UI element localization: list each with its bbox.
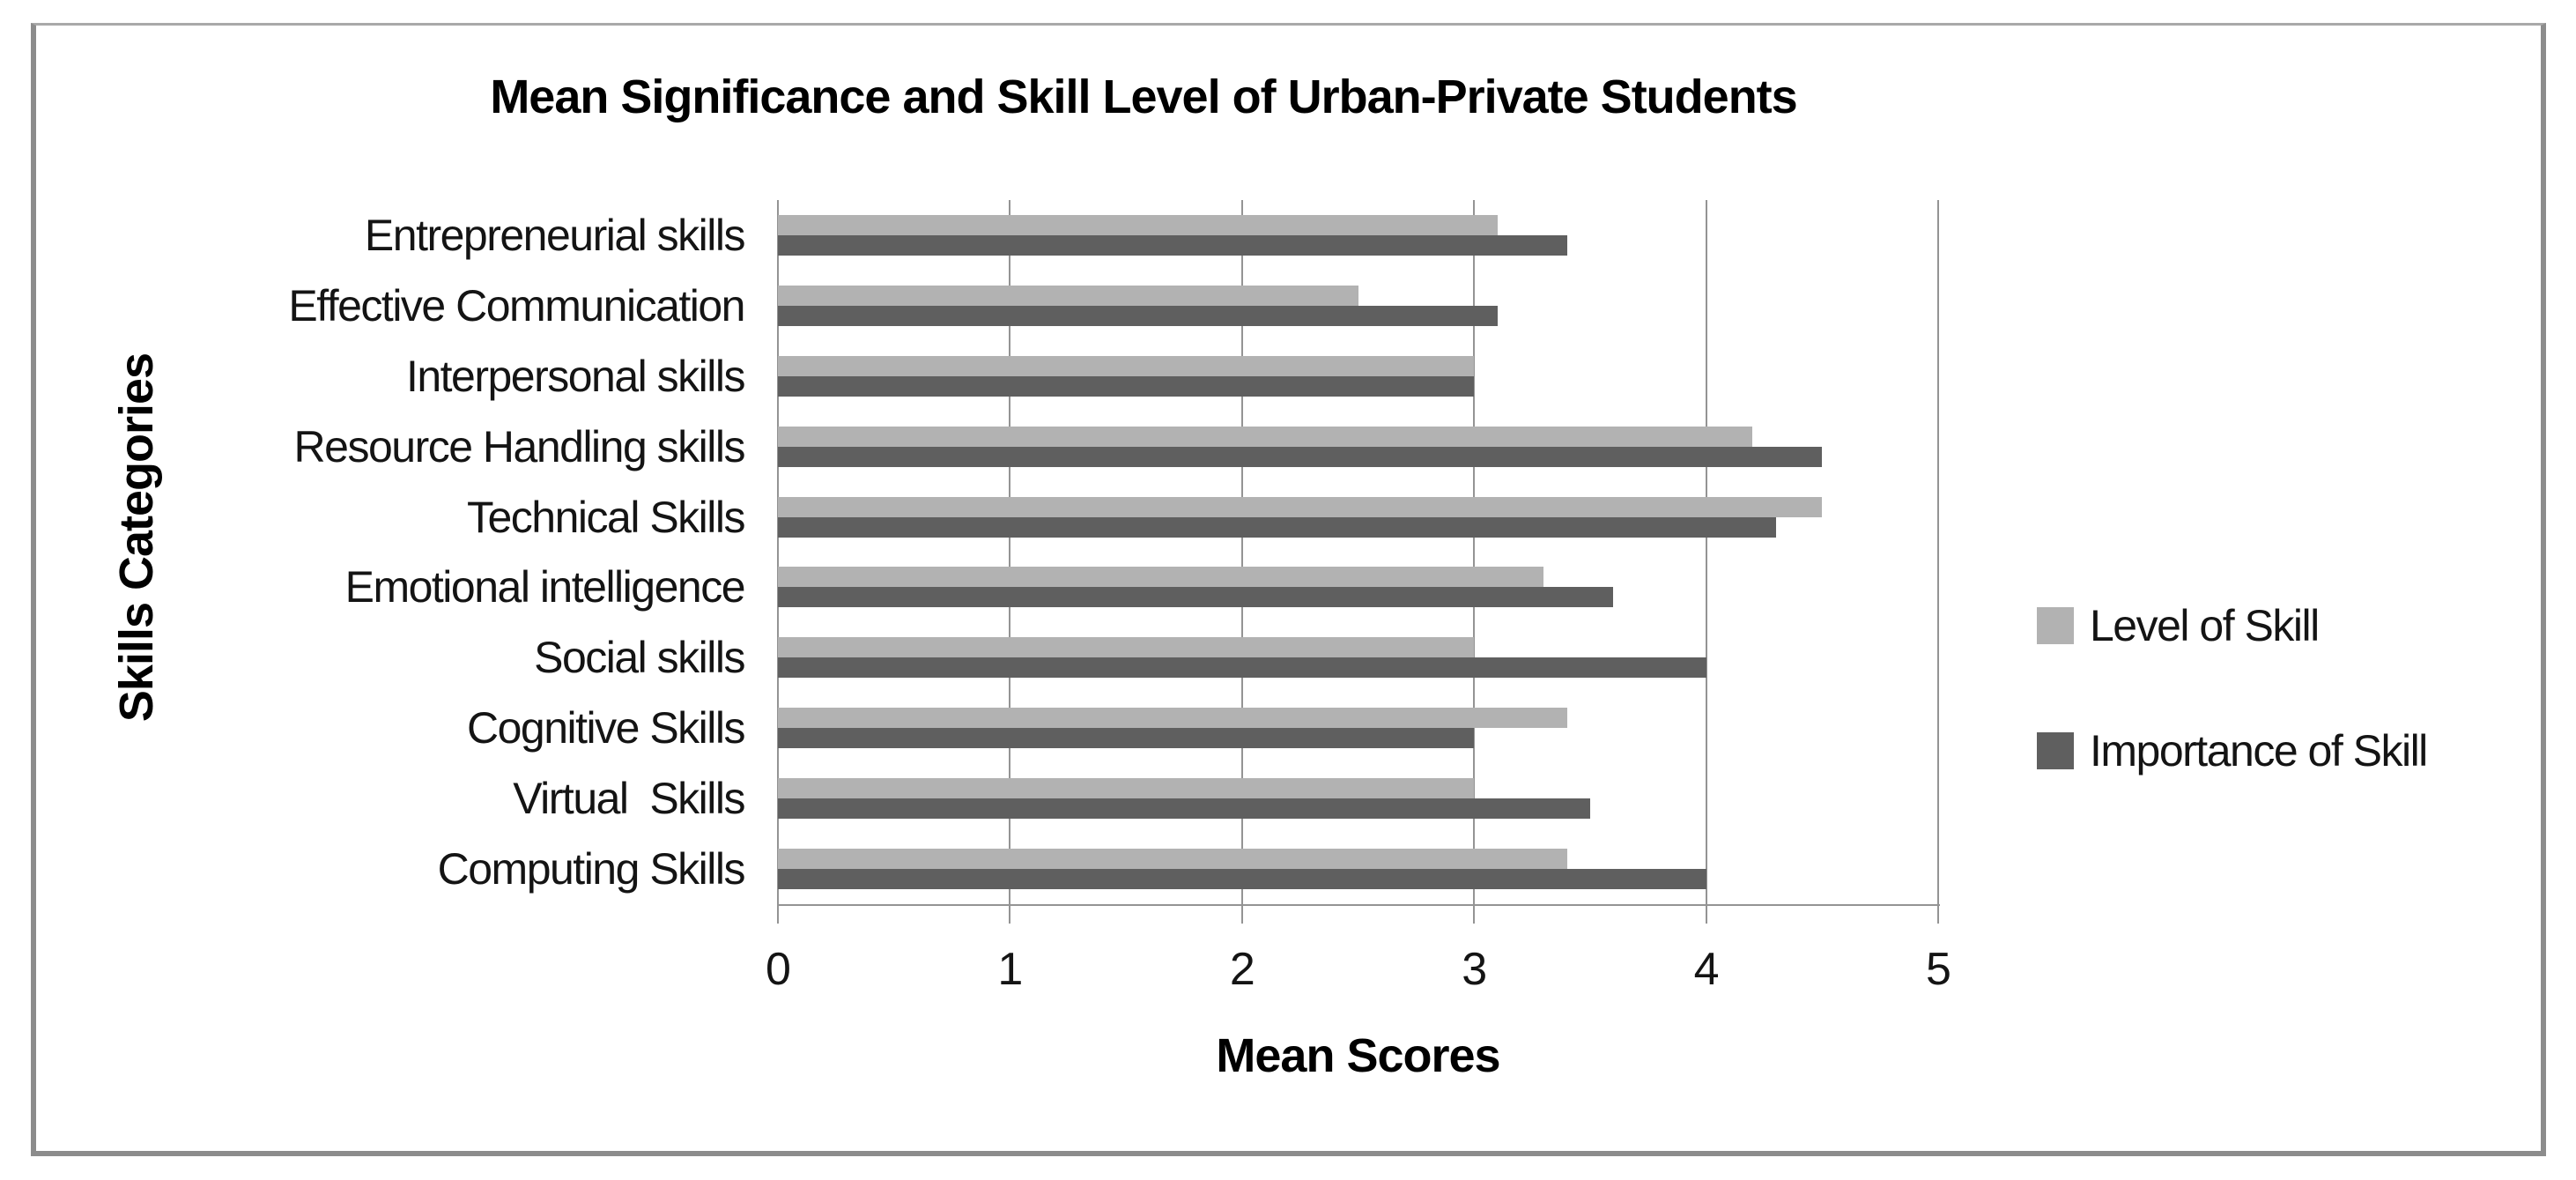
- x-axis-tick-mark: [1009, 906, 1011, 924]
- x-tick-label: 0: [766, 944, 791, 995]
- legend-swatch-importance-of-skill: [2037, 732, 2074, 769]
- chart-border-frame: [31, 23, 2546, 1156]
- x-axis-tick-mark: [1705, 906, 1707, 924]
- bar-level-of-skill: [778, 567, 1544, 588]
- x-axis-tick-mark: [1937, 906, 1939, 924]
- category-label: Emotional intelligence: [344, 562, 746, 612]
- legend-label: Level of Skill: [2090, 601, 2320, 650]
- category-label: Technical Skills: [466, 492, 746, 542]
- bar-importance-of-skill: [778, 516, 1776, 538]
- bar-level-of-skill: [778, 708, 1567, 729]
- bar-importance-of-skill: [778, 869, 1706, 890]
- x-axis-line: [777, 904, 1940, 906]
- gridline: [1705, 200, 1707, 904]
- x-tick-label: 1: [997, 944, 1023, 995]
- plot-area: [777, 200, 1940, 924]
- legend-label: Importance of Skill: [2090, 726, 2428, 776]
- bar-level-of-skill: [778, 849, 1567, 870]
- x-tick-label: 5: [1926, 944, 1951, 995]
- bar-level-of-skill: [778, 426, 1753, 447]
- gridline: [1473, 200, 1476, 904]
- category-label: Entrepreneurial skills: [364, 210, 746, 260]
- bar-importance-of-skill: [778, 446, 1823, 467]
- category-label: Interpersonal skills: [405, 351, 746, 401]
- category-label: Social skills: [534, 633, 745, 683]
- gridline: [1009, 200, 1011, 904]
- bar-level-of-skill: [778, 778, 1475, 799]
- gridline: [1240, 200, 1243, 904]
- gridline: [1937, 200, 1939, 904]
- chart-title: Mean Significance and Skill Level of Urb…: [490, 71, 1797, 123]
- bar-level-of-skill: [778, 496, 1823, 517]
- category-label: Cognitive Skills: [466, 703, 746, 753]
- category-label: Virtual Skills: [513, 774, 745, 824]
- x-axis-title: Mean Scores: [1216, 1029, 1500, 1082]
- legend-swatch-level-of-skill: [2037, 607, 2074, 644]
- bar-importance-of-skill: [778, 798, 1590, 820]
- category-label: Resource Handling skills: [293, 421, 746, 471]
- bar-importance-of-skill: [778, 305, 1498, 326]
- x-axis-tick-mark: [1473, 906, 1476, 924]
- bar-importance-of-skill: [778, 728, 1475, 749]
- gridline: [777, 200, 779, 904]
- legend-item: Importance of Skill: [2037, 726, 2428, 776]
- bar-level-of-skill: [778, 637, 1475, 658]
- category-label: Effective Communication: [288, 280, 745, 330]
- bar-level-of-skill: [778, 214, 1498, 235]
- bar-importance-of-skill: [778, 234, 1567, 256]
- bar-importance-of-skill: [778, 657, 1706, 679]
- x-tick-label: 2: [1229, 944, 1255, 995]
- bar-importance-of-skill: [778, 375, 1475, 397]
- x-axis-tick-mark: [1240, 906, 1243, 924]
- x-tick-label: 4: [1693, 944, 1720, 995]
- legend-item: Level of Skill: [2037, 601, 2427, 650]
- x-axis-tick-mark: [777, 906, 779, 924]
- bar-level-of-skill: [778, 285, 1358, 306]
- bar-importance-of-skill: [778, 587, 1614, 608]
- category-label: Computing Skills: [437, 844, 746, 894]
- bar-level-of-skill: [778, 355, 1475, 376]
- x-tick-label: 3: [1462, 944, 1487, 995]
- legend: Level of Skill Importance of Skill: [2037, 601, 2428, 776]
